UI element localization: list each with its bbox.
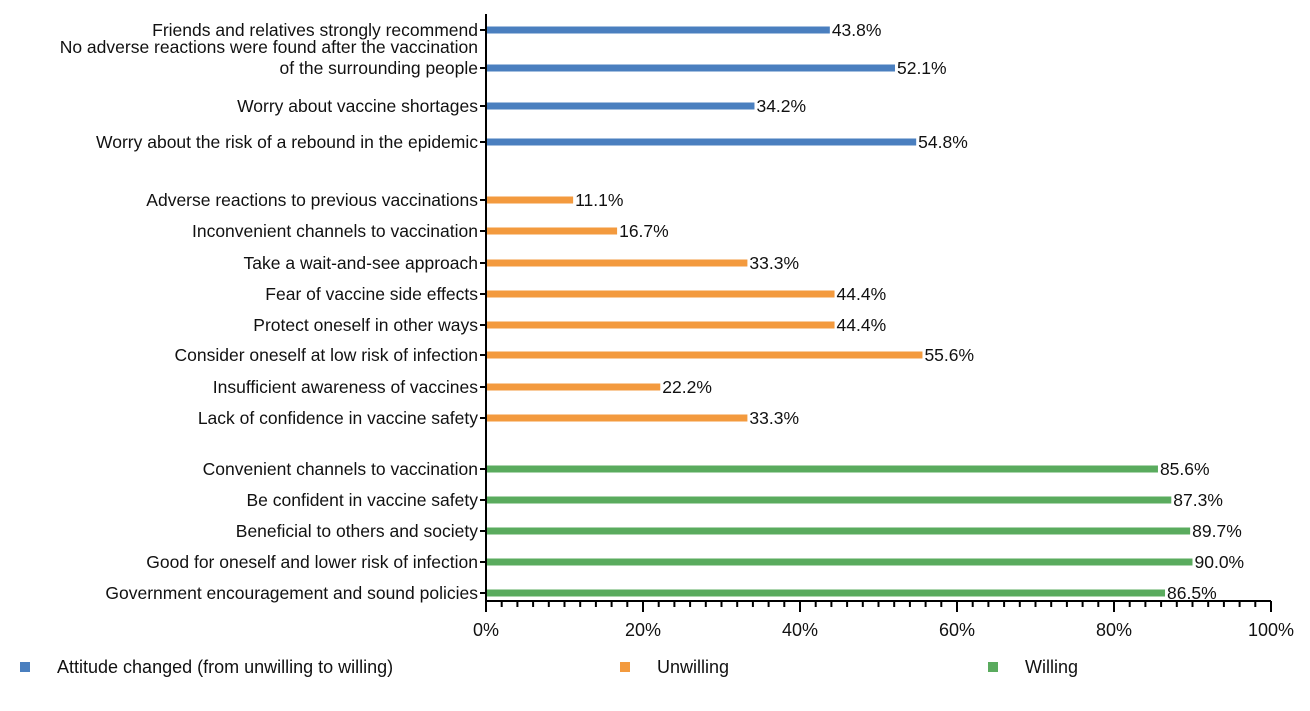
bar-row: Lack of confidence in vaccine safety 33.3… [198, 408, 799, 428]
legend: Attitude changed (from unwilling to will… [20, 657, 1078, 677]
bar-row: Friends and relatives strongly recommend… [152, 20, 881, 40]
bar [486, 351, 923, 359]
legend-item: Attitude changed (from unwilling to will… [20, 657, 393, 677]
x-tick-label: 100% [1248, 620, 1294, 640]
bar-row: Worry about vaccine shortages 34.2% [237, 96, 806, 116]
category-label: Adverse reactions to previous vaccinatio… [146, 190, 478, 210]
legend-label: Unwilling [657, 657, 729, 677]
value-label: 44.4% [837, 315, 887, 335]
bar-row: Worry about the risk of a rebound in the… [96, 132, 968, 152]
legend-swatch [620, 662, 630, 672]
category-label: Worry about the risk of a rebound in the… [96, 132, 478, 152]
bar-row: No adverse reactions were found after th… [60, 37, 947, 78]
legend-item: Willing [988, 657, 1078, 677]
bar [486, 589, 1166, 597]
legend-label: Attitude changed (from unwilling to will… [57, 657, 393, 677]
bar [486, 26, 830, 34]
legend-swatch [988, 662, 998, 672]
value-label: 85.6% [1160, 459, 1210, 479]
bar [486, 64, 895, 72]
value-label: 34.2% [756, 96, 806, 116]
bar-row: Convenient channels to vaccination 85.6% [203, 459, 1210, 479]
category-label: Lack of confidence in vaccine safety [198, 408, 478, 428]
bar [486, 496, 1172, 504]
category-label-line: of the surrounding people [280, 58, 478, 78]
bar [486, 138, 917, 146]
category-label: Government encouragement and sound polic… [105, 583, 478, 603]
value-label: 16.7% [619, 221, 669, 241]
bar [486, 290, 835, 298]
value-label: 55.6% [924, 345, 974, 365]
bar-row: Adverse reactions to previous vaccinatio… [146, 190, 623, 210]
legend-swatch [20, 662, 30, 672]
x-axis: 0% 20% 40% 60% 80% 100% [473, 14, 1294, 640]
category-label: Worry about vaccine shortages [237, 96, 478, 116]
bar [486, 102, 755, 110]
value-label: 11.1% [575, 190, 623, 210]
value-label: 52.1% [897, 58, 947, 78]
bar [486, 414, 748, 422]
category-label: Good for oneself and lower risk of infec… [146, 552, 478, 572]
bar-row: Take a wait-and-see approach 33.3% [244, 253, 799, 273]
bar-row: Be confident in vaccine safety 87.3% [246, 490, 1222, 510]
category-label: No adverse reactions were found after th… [60, 37, 478, 78]
x-tick-label: 0% [473, 620, 499, 640]
value-label: 33.3% [749, 253, 799, 273]
category-label: Be confident in vaccine safety [246, 490, 478, 510]
value-label: 33.3% [749, 408, 799, 428]
bar-row: Beneficial to others and society 89.7% [236, 521, 1242, 541]
bar-row: Fear of vaccine side effects 44.4% [265, 284, 886, 304]
bar-row: Government encouragement and sound polic… [105, 583, 1216, 603]
bar [486, 227, 618, 235]
bar [486, 527, 1191, 535]
value-label: 86.5% [1167, 583, 1217, 603]
bar-row: Consider oneself at low risk of infectio… [175, 345, 975, 365]
x-tick-label: 40% [782, 620, 818, 640]
legend-item: Unwilling [620, 657, 729, 677]
value-label: 44.4% [837, 284, 887, 304]
bar [486, 558, 1193, 566]
category-label: Insufficient awareness of vaccines [213, 377, 478, 397]
bar-row: Insufficient awareness of vaccines 22.2% [213, 377, 712, 397]
bar [486, 259, 748, 267]
x-tick-label: 20% [625, 620, 661, 640]
x-tick-label: 60% [939, 620, 975, 640]
bar-row: Good for oneself and lower risk of infec… [146, 552, 1244, 572]
bar [486, 321, 835, 329]
category-label: Beneficial to others and society [236, 521, 478, 541]
bar-row: Protect oneself in other ways 44.4% [253, 315, 886, 335]
value-label: 43.8% [832, 20, 882, 40]
bar [486, 196, 574, 204]
value-label: 87.3% [1173, 490, 1223, 510]
category-label: Convenient channels to vaccination [203, 459, 478, 479]
value-label: 54.8% [918, 132, 968, 152]
value-label: 90.0% [1195, 552, 1245, 572]
category-label-line: No adverse reactions were found after th… [60, 37, 478, 57]
category-label: Consider oneself at low risk of infectio… [175, 345, 478, 365]
category-label: Take a wait-and-see approach [244, 253, 478, 273]
category-label: Friends and relatives strongly recommend [152, 20, 478, 40]
bar [486, 383, 661, 391]
category-label: Inconvenient channels to vaccination [192, 221, 478, 241]
value-label: 89.7% [1192, 521, 1242, 541]
x-tick-label: 80% [1096, 620, 1132, 640]
bar [486, 465, 1158, 473]
legend-label: Willing [1025, 657, 1078, 677]
bars-layer: Friends and relatives strongly recommend… [60, 20, 1244, 603]
category-label: Protect oneself in other ways [253, 315, 478, 335]
bar-row: Inconvenient channels to vaccination 16.7… [192, 221, 669, 241]
value-label: 22.2% [662, 377, 712, 397]
category-label: Fear of vaccine side effects [265, 284, 478, 304]
